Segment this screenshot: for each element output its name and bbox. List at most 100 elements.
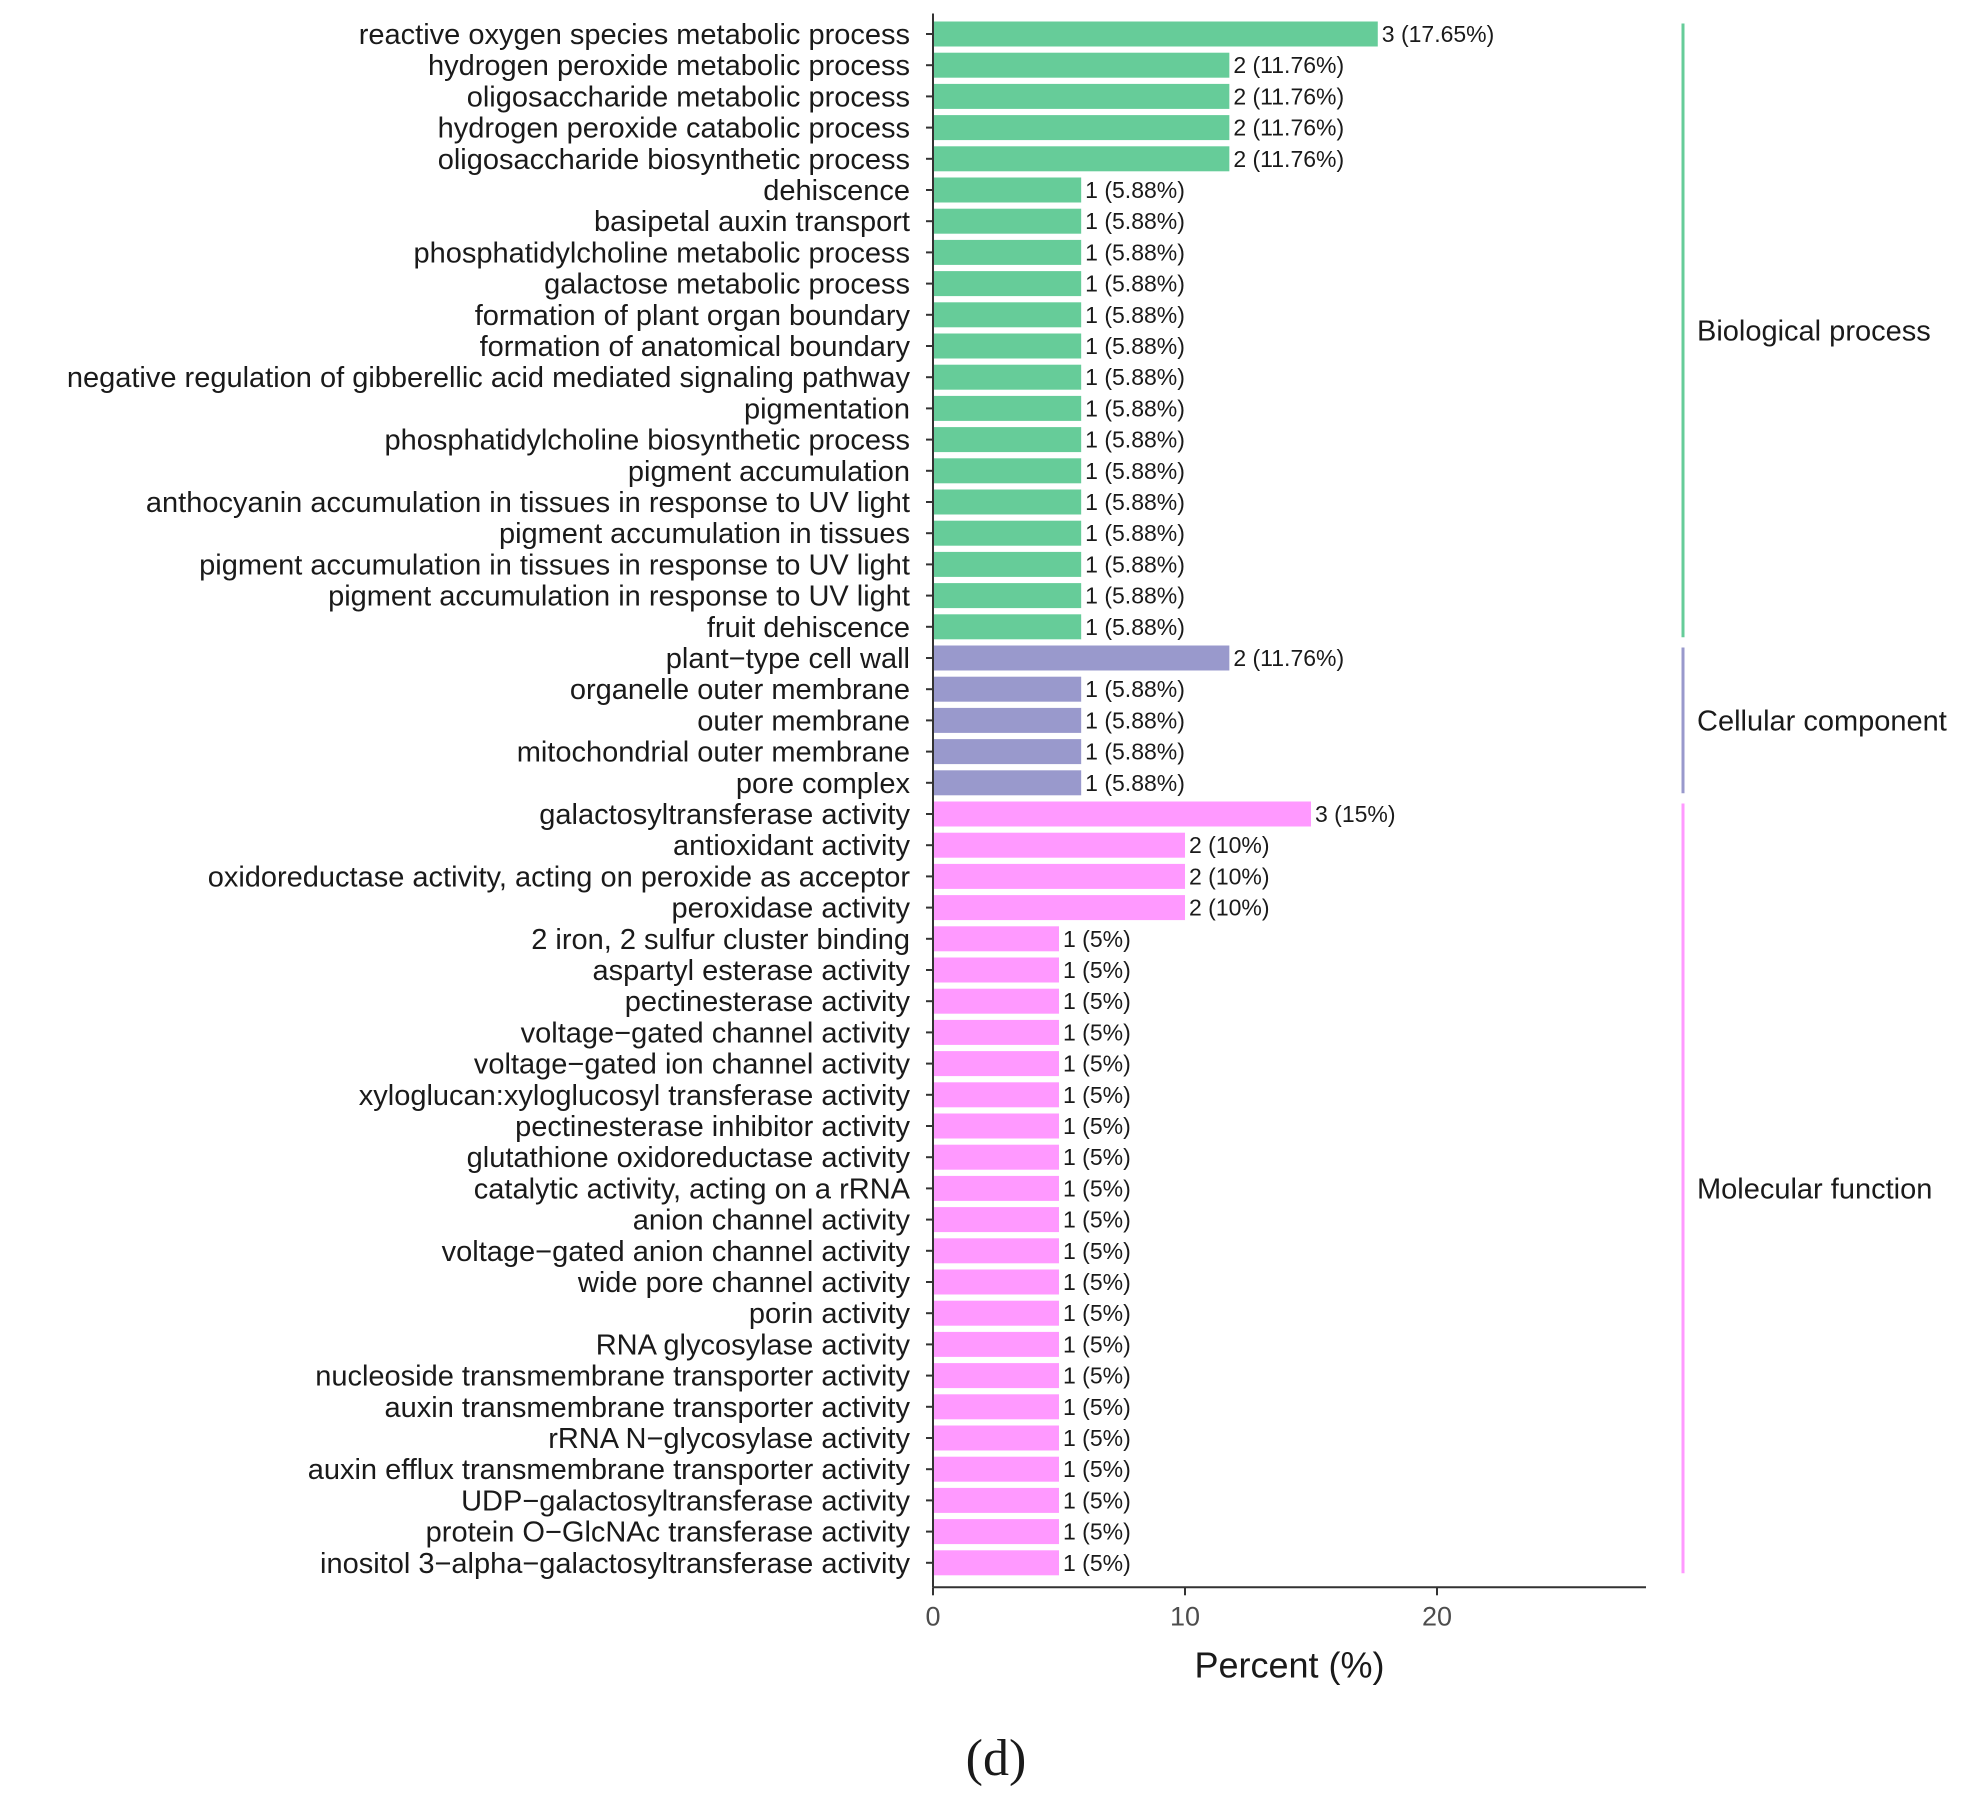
value-label: 1 (5%) [1063,1300,1131,1326]
category-label: phosphatidylcholine metabolic process [413,237,910,269]
value-label: 1 (5%) [1063,1051,1131,1077]
category-label: UDP−galactosyltransferase activity [461,1485,910,1517]
value-label: 1 (5.88%) [1085,208,1185,234]
category-label: oligosaccharide biosynthetic process [438,144,910,176]
category-label: glutathione oxidoreductase activity [467,1142,911,1174]
bar-1-2 [933,707,1082,733]
category-label: xyloglucan:xyloglucosyl transferase acti… [359,1080,911,1112]
bar-2-5 [933,957,1059,983]
bar-0-5 [933,177,1082,203]
category-label: rRNA N−glycosylase activity [548,1423,910,1455]
bar-0-12 [933,395,1082,421]
value-label: 1 (5.88%) [1085,364,1185,390]
category-label: RNA glycosylase activity [596,1329,911,1361]
bar-0-1 [933,52,1230,78]
category-label: outer membrane [697,705,910,737]
bar-2-22 [933,1487,1059,1513]
value-label: 1 (5.88%) [1085,458,1185,484]
category-label: pigment accumulation [628,456,910,488]
value-label: 3 (17.65%) [1382,21,1495,47]
category-label: peroxidase activity [671,893,910,925]
value-label: 2 (10%) [1189,895,1270,921]
bar-0-8 [933,271,1082,297]
group-label: Molecular function [1697,1173,1932,1205]
value-label: 1 (5%) [1063,1269,1131,1295]
bar-0-14 [933,458,1082,484]
category-label: phosphatidylcholine biosynthetic process [384,425,910,457]
bar-1-4 [933,770,1082,796]
value-label: 1 (5.88%) [1085,520,1185,546]
x-tick-label: 10 [1170,1601,1200,1631]
category-label: oligosaccharide metabolic process [467,81,910,113]
category-label: oxidoreductase activity, acting on perox… [208,861,911,893]
bar-2-23 [933,1519,1059,1545]
value-label: 1 (5.88%) [1085,770,1185,796]
group-brackets-layer: Biological process Cellular component Mole… [1681,23,1947,1574]
bar-2-12 [933,1175,1059,1201]
value-label: 1 (5.88%) [1085,583,1185,609]
value-label: 1 (5%) [1063,1331,1131,1357]
bar-2-7 [933,1019,1059,1045]
value-label: 2 (10%) [1189,863,1270,889]
bar-0-2 [933,83,1230,109]
bar-0-0 [933,21,1378,47]
bar-2-10 [933,1113,1059,1139]
value-label: 1 (5%) [1063,1238,1131,1264]
bar-2-17 [933,1331,1059,1357]
value-label: 1 (5%) [1063,1144,1131,1170]
value-label: 1 (5.88%) [1085,177,1185,203]
value-label: 3 (15%) [1315,801,1396,827]
bar-2-0 [933,801,1311,827]
value-label: 1 (5%) [1063,988,1131,1014]
value-label: 1 (5%) [1063,957,1131,983]
category-label: antioxidant activity [673,830,910,862]
category-label: nucleoside transmembrane transporter act… [315,1361,910,1393]
bar-2-21 [933,1456,1059,1482]
group-label: Cellular component [1697,705,1947,737]
category-label: voltage−gated ion channel activity [474,1049,911,1081]
bar-0-3 [933,115,1230,141]
value-label: 1 (5.88%) [1085,395,1185,421]
value-labels-layer: 3 (17.65%) 2 (11.76%) 2 (11.76%) 2 (11.76%)… [1063,21,1494,1576]
value-label: 1 (5.88%) [1085,676,1185,702]
x-tick-label: 0 [925,1601,940,1631]
bar-0-18 [933,583,1082,609]
category-label: voltage−gated anion channel activity [442,1236,911,1268]
value-label: 1 (5.88%) [1085,551,1185,577]
category-label: galactose metabolic process [544,269,910,301]
value-label: 1 (5%) [1063,1456,1131,1482]
value-label: 2 (11.76%) [1233,115,1344,141]
value-label: 1 (5%) [1063,1207,1131,1233]
bar-0-10 [933,333,1082,359]
bar-2-14 [933,1238,1059,1264]
bars-layer [933,21,1378,1576]
bar-0-6 [933,208,1082,234]
category-label: formation of plant organ boundary [475,300,911,332]
category-label: mitochondrial outer membrane [517,737,910,769]
category-label: auxin efflux transmembrane transporter a… [308,1454,911,1486]
category-label: pore complex [736,768,911,800]
value-label: 1 (5%) [1063,1425,1131,1451]
category-label: porin activity [749,1298,911,1330]
category-label: catalytic activity, acting on a rRNA [474,1173,911,1205]
value-label: 1 (5.88%) [1085,239,1185,265]
bar-0-17 [933,551,1082,577]
value-label: 1 (5.88%) [1085,614,1185,640]
x-axis-title: Percent (%) [1194,1644,1384,1685]
bar-2-13 [933,1207,1059,1233]
bar-2-1 [933,832,1185,858]
bar-2-20 [933,1425,1059,1451]
value-label: 1 (5%) [1063,1019,1131,1045]
category-label: basipetal auxin transport [594,206,910,238]
bar-2-24 [933,1550,1059,1576]
category-label: pigment accumulation in tissues [499,518,910,550]
value-label: 1 (5%) [1063,1082,1131,1108]
category-label: pigmentation [744,393,910,425]
category-label: inositol 3−alpha−galactosyltransferase a… [320,1548,910,1580]
category-label: hydrogen peroxide catabolic process [438,113,910,145]
value-label: 1 (5%) [1063,1487,1131,1513]
category-label: voltage−gated channel activity [521,1017,911,1049]
bar-2-8 [933,1051,1059,1077]
value-label: 2 (11.76%) [1233,146,1344,172]
value-label: 1 (5%) [1063,1363,1131,1389]
